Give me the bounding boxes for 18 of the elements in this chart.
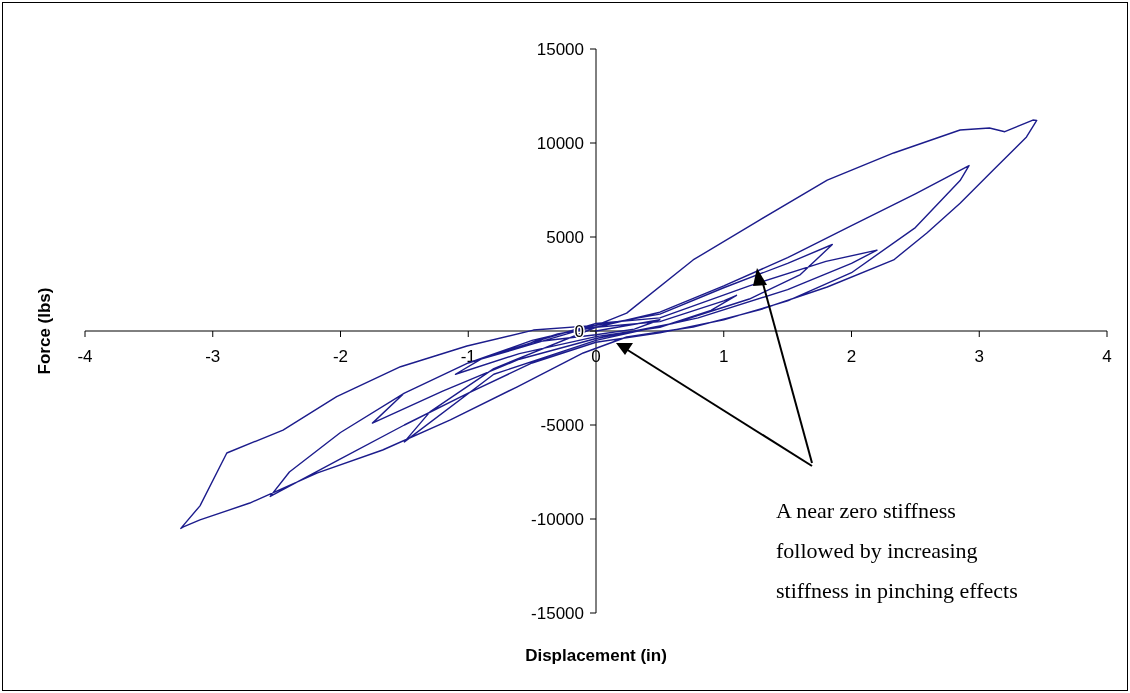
y-tick-label: 5000 (546, 228, 584, 247)
y-tick-label: 10000 (536, 134, 584, 153)
y-tick-label: -15000 (531, 604, 584, 623)
y-tick-label: -5000 (540, 416, 584, 435)
x-tick-label: -4 (77, 347, 93, 366)
y-axis-title: Force (lbs) (35, 287, 54, 375)
x-axis-title: Displacement (in) (525, 646, 667, 665)
x-tick-label: -3 (205, 347, 221, 366)
x-tick-label: 3 (974, 347, 984, 366)
y-tick-label: -10000 (531, 510, 584, 529)
x-tick-label: 0 (591, 347, 601, 366)
annotation: A near zero stiffness followed by increasing stiffness in pinching effects (776, 498, 1018, 603)
line-series (180, 119, 1038, 530)
x-tick-label: 2 (846, 347, 857, 366)
y-tick-label: 15000 (536, 40, 584, 59)
x-tick-label: 1 (719, 347, 729, 366)
x-tick-label: -2 (332, 347, 349, 366)
x-tick-label: 4 (1102, 347, 1112, 366)
